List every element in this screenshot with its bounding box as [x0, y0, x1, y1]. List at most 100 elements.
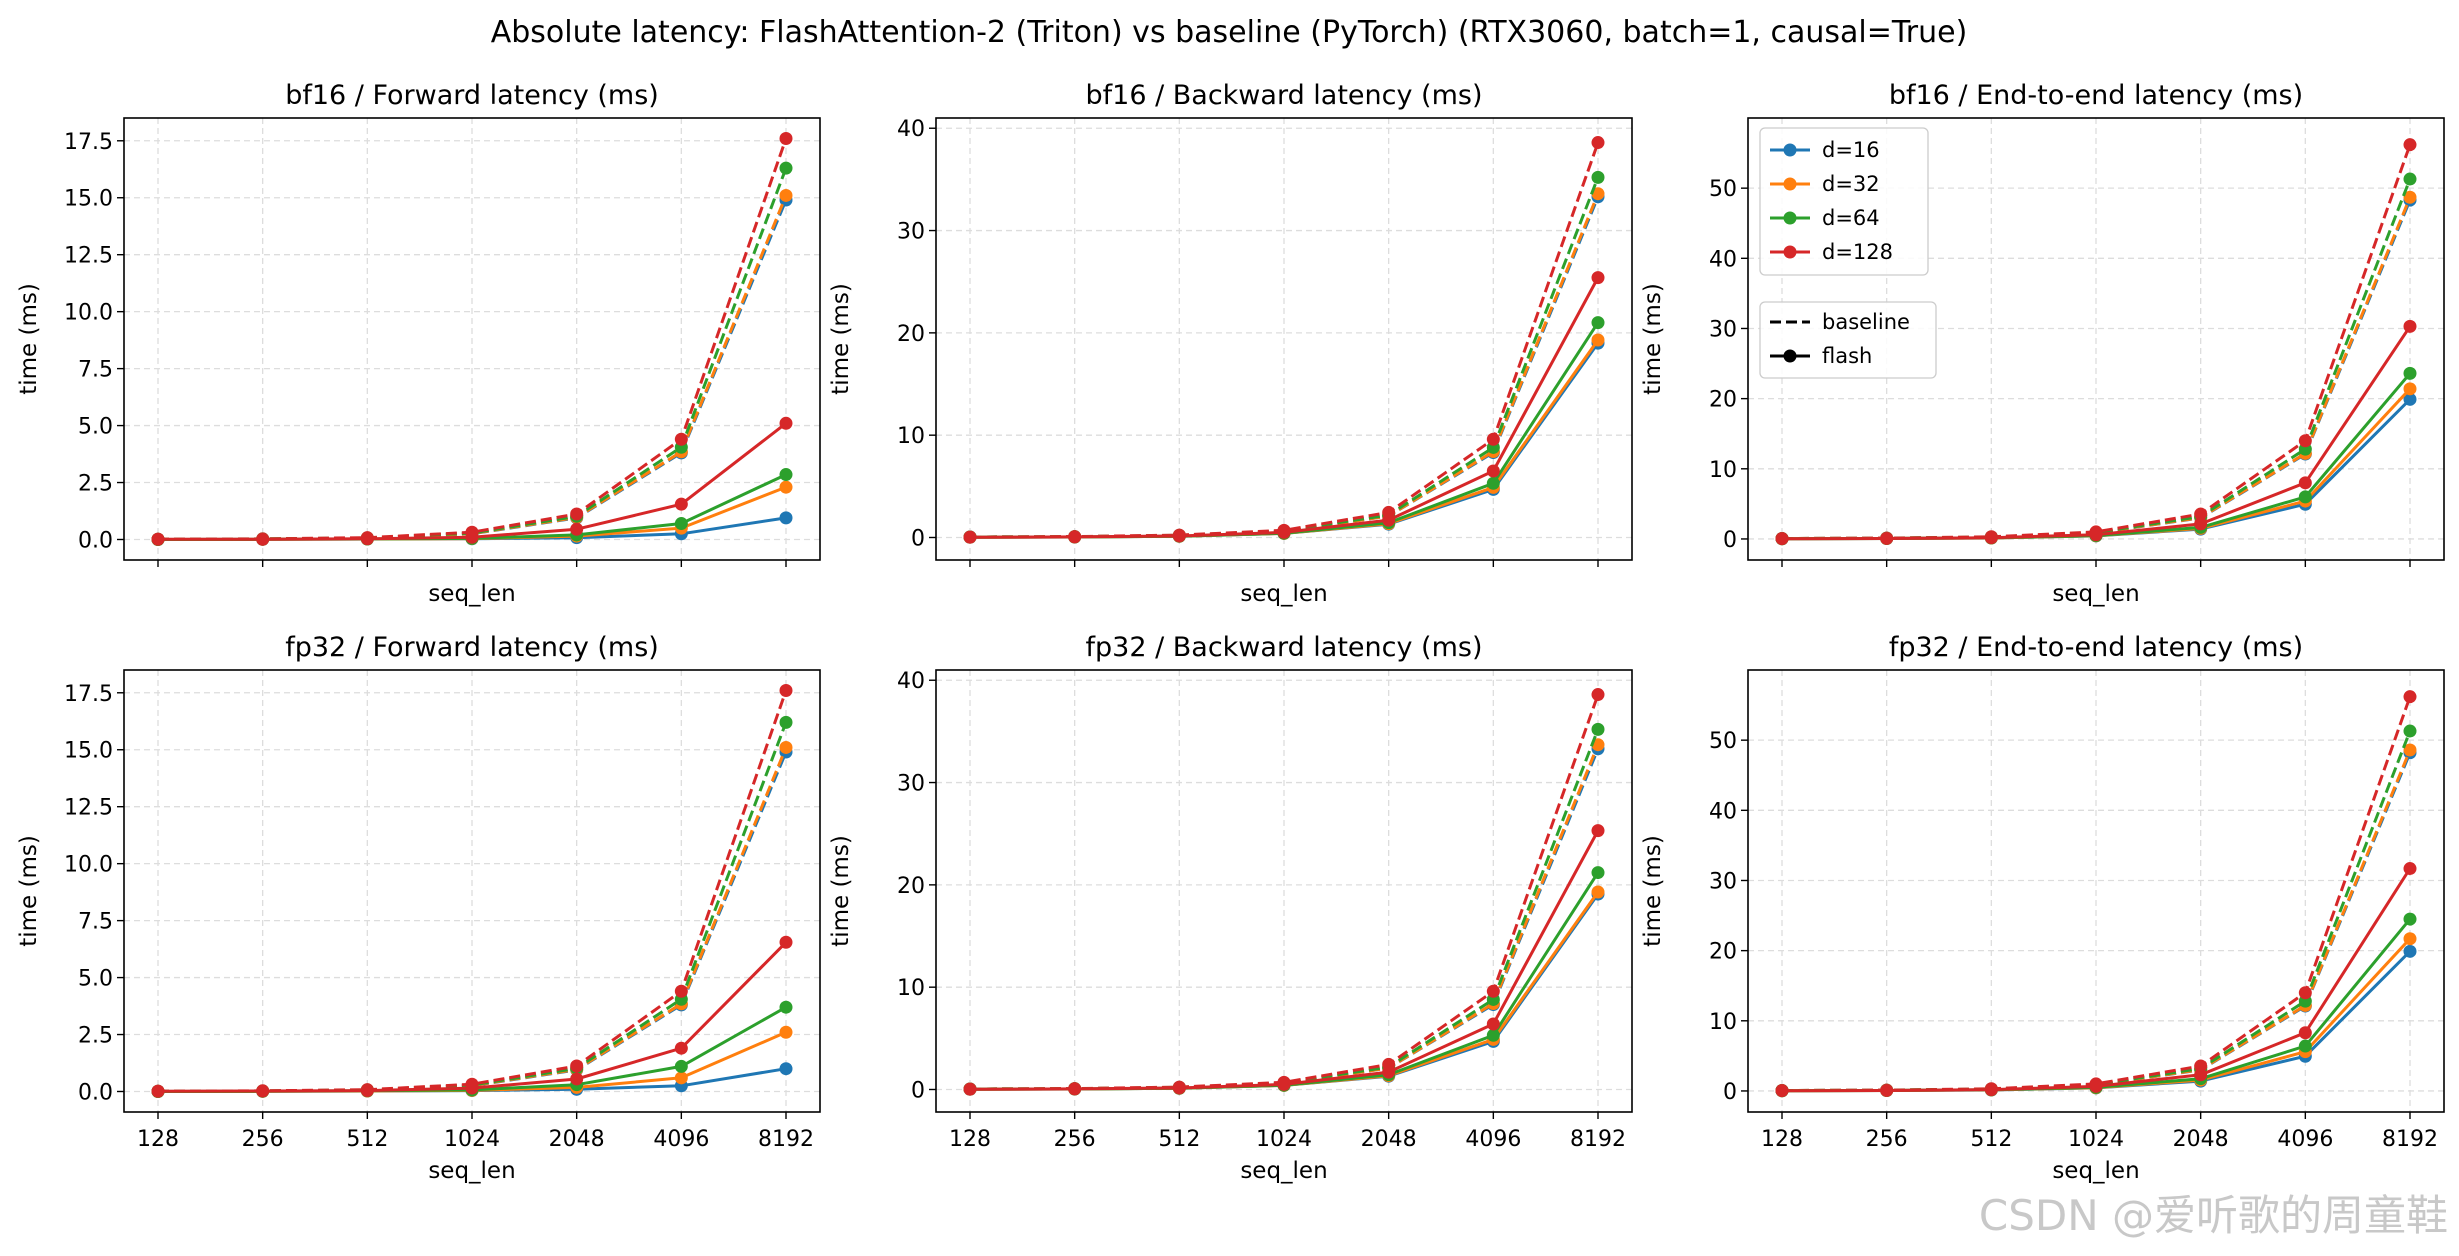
panel-6: 0 10 20 30 40 50 128 256 512 1024 2048 4096 8192 fp32…	[1640, 632, 2445, 1184]
y-tick-label: 0	[1723, 1080, 1737, 1105]
panel-title: bf16 / Forward latency (ms)	[285, 80, 659, 111]
data-point	[674, 517, 688, 531]
y-tick-label: 5.0	[78, 415, 113, 440]
data-point	[2403, 382, 2417, 396]
x-tick-label: 4096	[2277, 1127, 2333, 1152]
y-tick-label: 10	[897, 424, 925, 449]
series-flash-d128	[151, 935, 793, 1098]
data-point	[2403, 319, 2417, 333]
data-point	[465, 530, 479, 544]
y-tick-label: 17.5	[64, 130, 113, 155]
data-point	[570, 1072, 584, 1086]
data-point	[779, 188, 793, 202]
data-point	[2298, 490, 2312, 504]
y-tick-label: 20	[1709, 388, 1737, 413]
y-tick-label: 20	[1709, 940, 1737, 965]
series-flash-d128	[151, 416, 793, 546]
data-point	[256, 532, 270, 546]
data-point	[1591, 722, 1605, 736]
series-flash-d128	[1775, 862, 2417, 1098]
data-point	[2403, 172, 2417, 186]
legend-box-dims	[1759, 127, 1929, 276]
data-point	[674, 432, 688, 446]
figure-suptitle: Absolute latency: FlashAttention-2 (Trit…	[491, 15, 1968, 50]
legend-label: d=32	[1822, 172, 1880, 196]
data-point	[2403, 944, 2417, 958]
data-point	[963, 530, 977, 544]
legend-entry-d16: d=16	[1770, 138, 1880, 162]
data-point	[2089, 1079, 2103, 1093]
y-tick-label: 10	[897, 976, 925, 1001]
y-tick-label: 0	[911, 526, 925, 551]
x-axis-label: seq_len	[428, 1158, 515, 1184]
data-point	[674, 984, 688, 998]
panel-5: 0 10 20 30 40 128 256 512 1024 2048 4096 8192 fp32 /…	[828, 632, 1633, 1184]
series-flash-d128	[963, 824, 1605, 1096]
data-point	[2403, 392, 2417, 406]
data-point	[779, 715, 793, 729]
data-point	[1591, 688, 1605, 702]
data-point	[1880, 531, 1894, 545]
panel-title: fp32 / Backward latency (ms)	[1086, 632, 1483, 663]
data-point	[1775, 532, 1789, 546]
x-tick-label: 8192	[758, 1127, 814, 1152]
data-point	[2194, 507, 2208, 521]
y-tick-label: 2.5	[78, 1024, 113, 1049]
series-line	[969, 744, 1600, 1091]
data-point	[360, 1084, 374, 1098]
series-flash-d128	[1775, 319, 2417, 546]
y-tick-label: 30	[897, 220, 925, 245]
y-tick-label: 17.5	[64, 682, 113, 707]
data-point	[674, 1071, 688, 1085]
data-point	[2403, 138, 2417, 152]
x-tick-label: 128	[137, 1127, 179, 1152]
data-point	[779, 480, 793, 494]
data-point	[1486, 432, 1500, 446]
y-tick-label: 40	[897, 117, 925, 142]
data-point	[2403, 932, 2417, 946]
data-point	[779, 1025, 793, 1039]
y-tick-label: 50	[1709, 729, 1737, 754]
data-point	[963, 1082, 977, 1096]
series-baseline-d64	[963, 722, 1605, 1096]
y-tick-label: 40	[1709, 247, 1737, 272]
data-point	[1277, 525, 1291, 539]
legend-entry-d128: d=128	[1770, 240, 1893, 264]
data-point	[1591, 187, 1605, 201]
data-point	[360, 532, 374, 546]
data-point	[1591, 316, 1605, 330]
data-point	[1382, 513, 1396, 527]
data-point	[1591, 170, 1605, 184]
y-tick-label: 30	[1709, 317, 1737, 342]
legend-entry-flash: flash	[1770, 344, 1872, 368]
panel-title: fp32 / Forward latency (ms)	[285, 632, 659, 663]
legend-swatch-marker	[1783, 211, 1797, 225]
y-tick-label: 0.0	[78, 1080, 113, 1105]
y-axis-label: time (ms)	[828, 835, 854, 947]
panel-4: 0.0 2.5 5.0 7.5 10.0 12.5 15.0 17.5 128 256 512 102…	[16, 632, 821, 1184]
data-point	[2403, 912, 2417, 926]
x-tick-label: 2048	[549, 1127, 605, 1152]
series-line	[969, 196, 1600, 539]
data-point	[2403, 862, 2417, 876]
x-tick-label: 1024	[444, 1127, 500, 1152]
panels: 0.0 2.5 5.0 7.5 10.0 12.5 15.0 17.5 bf16 / Forwa…	[16, 80, 2445, 1184]
y-tick-label: 15.0	[64, 739, 113, 764]
x-tick-label: 512	[346, 1127, 388, 1152]
data-point	[570, 1059, 584, 1073]
legend-label: d=128	[1822, 240, 1893, 264]
data-point	[2194, 1068, 2208, 1082]
y-tick-label: 0	[911, 1078, 925, 1103]
y-tick-label: 12.5	[64, 244, 113, 269]
y-tick-label: 2.5	[78, 472, 113, 497]
x-tick-label: 8192	[1570, 1127, 1626, 1152]
panel-1: 0.0 2.5 5.0 7.5 10.0 12.5 15.0 17.5 bf16 / Forwa…	[16, 80, 821, 607]
data-point	[1382, 1065, 1396, 1079]
data-point	[1277, 1077, 1291, 1091]
y-tick-label: 30	[897, 772, 925, 797]
x-tick-label: 4096	[1465, 1127, 1521, 1152]
x-tick-label: 512	[1970, 1127, 2012, 1152]
data-point	[2403, 743, 2417, 757]
data-point	[2089, 528, 2103, 542]
